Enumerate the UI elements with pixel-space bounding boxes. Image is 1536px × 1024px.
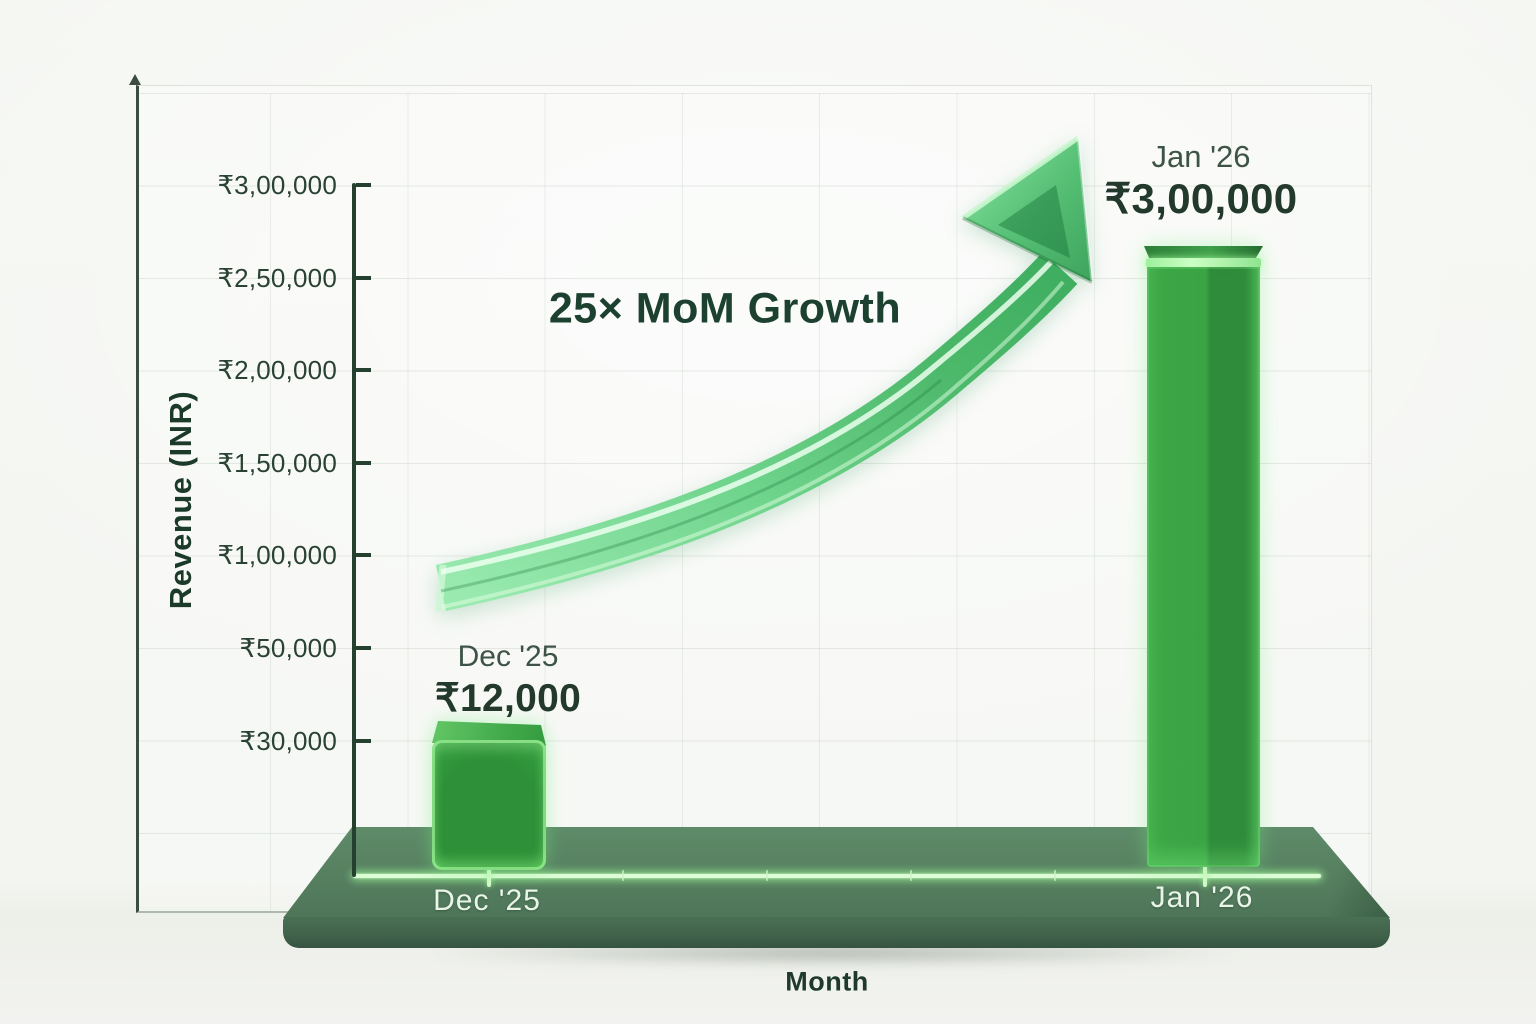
- x-tick-minor: [622, 870, 624, 881]
- bar-jan-top-highlight: [1146, 258, 1261, 268]
- data-label-dec: Dec '25 ₹12,000: [435, 638, 581, 722]
- x-tick-minor: [766, 870, 768, 881]
- x-tick-minor: [1054, 870, 1056, 881]
- y-tick: [356, 739, 371, 743]
- bar-jan-top-bevel: [1144, 246, 1263, 260]
- y-axis-line: [352, 183, 356, 877]
- y-tick-label: ₹50,000: [239, 633, 337, 663]
- y-tick-label: ₹1,00,000: [217, 540, 337, 570]
- y-tick-label: ₹2,50,000: [217, 263, 337, 293]
- data-label-jan-value: ₹3,00,000: [1104, 175, 1298, 222]
- x-category-label-jan: Jan '26: [1150, 881, 1254, 914]
- x-tick-jan: [1203, 864, 1207, 887]
- bar-dec-front-face: [432, 740, 546, 870]
- y-tick: [356, 553, 371, 557]
- data-label-jan: Jan '26 ₹3,00,000: [1105, 138, 1298, 222]
- y-tick-label: ₹30,000: [239, 726, 337, 756]
- x-category-label-dec: Dec '25: [433, 884, 541, 917]
- bar-jan-body: [1147, 267, 1260, 867]
- data-label-dec-period: Dec '25: [457, 640, 559, 673]
- data-label-jan-period: Jan '26: [1151, 139, 1251, 174]
- x-tick-minor: [910, 870, 912, 881]
- y-tick: [356, 368, 371, 372]
- x-axis-title: Month: [785, 966, 869, 997]
- y-tick: [356, 461, 371, 465]
- growth-arrow-icon: [435, 135, 1094, 612]
- bar-dec-25: [430, 719, 548, 871]
- y-tick-label: ₹1,50,000: [217, 448, 337, 478]
- y-tick-label: ₹2,00,000: [217, 355, 337, 385]
- x-tick-dec: [487, 864, 491, 887]
- data-label-dec-value: ₹12,000: [434, 677, 582, 720]
- y-tick-label: ₹3,00,000: [217, 170, 337, 200]
- y-tick: [356, 646, 371, 650]
- y-tick: [356, 276, 371, 280]
- y-tick: [356, 183, 371, 187]
- y-axis-title: Revenue (INR): [163, 390, 198, 610]
- platform-front-face: [283, 917, 1390, 948]
- bar-jan-26: [1144, 246, 1263, 867]
- chart-title: 25× MoM Growth: [548, 284, 902, 333]
- y-axis-arrow-icon: [129, 74, 141, 85]
- x-axis-baseline: [353, 874, 1321, 878]
